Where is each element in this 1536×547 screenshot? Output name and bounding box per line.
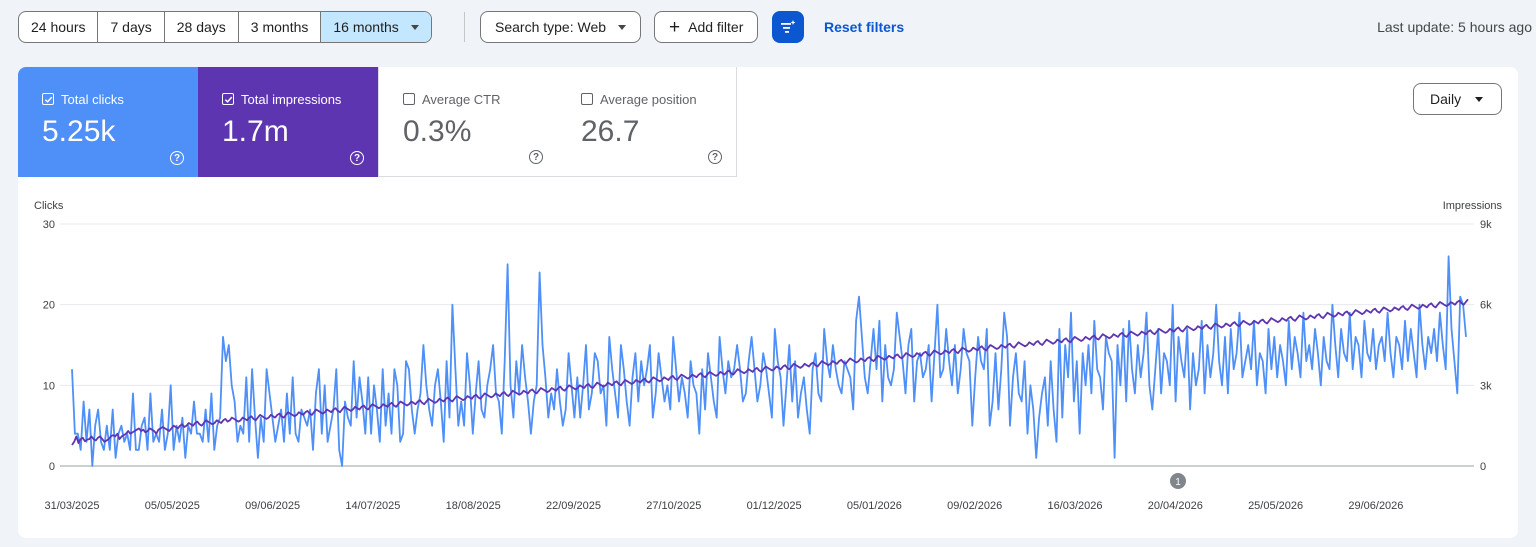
- metric-value: 1.7m: [222, 115, 289, 148]
- x-tick-label: 18/08/2025: [446, 500, 501, 512]
- metric-value: 26.7: [581, 115, 640, 148]
- x-tick-label: 05/01/2026: [847, 500, 902, 512]
- metric-label-row: Total clicks: [42, 91, 198, 107]
- metric-label: Average CTR: [422, 91, 501, 107]
- x-tick-label: 09/02/2026: [947, 500, 1002, 512]
- left-tick-label: 20: [43, 300, 55, 312]
- chevron-down-icon: [410, 24, 419, 30]
- left-axis-title: Clicks: [34, 200, 64, 212]
- left-tick-label: 10: [43, 380, 55, 392]
- range-16-months[interactable]: 16 months: [321, 12, 431, 42]
- right-tick-label: 6k: [1480, 300, 1492, 312]
- x-tick-label: 25/05/2026: [1248, 500, 1303, 512]
- clicks-series-line: [71, 255, 1467, 467]
- add-filter-label: Add filter: [688, 19, 744, 35]
- x-tick-label: 01/12/2025: [747, 500, 802, 512]
- chevron-down-icon: [1475, 96, 1484, 102]
- metric-average-position[interactable]: Average position 26.7 ?: [557, 67, 737, 177]
- filter-sparkle-icon: [781, 20, 796, 33]
- chevron-down-icon: [618, 24, 627, 30]
- reset-filters-link[interactable]: Reset filters: [824, 19, 905, 35]
- metric-total-clicks[interactable]: Total clicks 5.25k ?: [18, 67, 198, 177]
- performance-card: Total clicks 5.25k ? Total impressions 1…: [18, 67, 1518, 538]
- performance-chart: 30 9k 20 6k 10 3k 0 0 31/03/2025 05/05/2025 09/06/…: [43, 219, 1492, 512]
- divider: [464, 12, 465, 42]
- add-filter-button[interactable]: + Add filter: [654, 11, 759, 43]
- metric-value: 0.3%: [403, 115, 472, 148]
- x-tick-label: 05/05/2025: [145, 500, 200, 512]
- range-24-hours[interactable]: 24 hours: [19, 12, 99, 42]
- x-tick-label: 29/06/2026: [1348, 500, 1403, 512]
- checkbox-unchecked-icon[interactable]: [403, 93, 415, 105]
- checkbox-checked-icon[interactable]: [222, 93, 234, 105]
- help-icon[interactable]: ?: [529, 150, 543, 164]
- x-tick-label: 14/07/2025: [345, 500, 400, 512]
- x-tick-label: 20/04/2026: [1148, 500, 1203, 512]
- search-type-label: Search type: Web: [495, 19, 607, 35]
- metric-label-row: Average position: [581, 91, 736, 107]
- annotation-marker-icon: [1170, 473, 1186, 489]
- filter-options-button[interactable]: [772, 11, 804, 43]
- metric-label: Total clicks: [61, 91, 124, 107]
- right-tick-label: 9k: [1480, 219, 1492, 231]
- last-update-text: Last update: 5 hours ago: [1377, 19, 1532, 35]
- help-icon[interactable]: ?: [708, 150, 722, 164]
- range-16-months-label: 16 months: [333, 19, 399, 35]
- x-tick-label: 31/03/2025: [44, 500, 99, 512]
- range-28-days[interactable]: 28 days: [165, 12, 239, 42]
- metric-label: Average position: [600, 91, 697, 107]
- x-tick-label: 09/06/2025: [245, 500, 300, 512]
- range-3-months[interactable]: 3 months: [239, 12, 322, 42]
- granularity-label: Daily: [1430, 91, 1462, 107]
- right-tick-label: 3k: [1480, 380, 1492, 392]
- checkbox-checked-icon[interactable]: [42, 93, 54, 105]
- date-range-selector: 24 hours 7 days 28 days 3 months 16 mont…: [18, 11, 432, 43]
- help-icon[interactable]: ?: [350, 151, 364, 165]
- search-type-dropdown[interactable]: Search type: Web: [480, 11, 642, 43]
- right-axis-title: Impressions: [1442, 200, 1502, 212]
- impressions-series-line: [71, 298, 1469, 446]
- range-7-days[interactable]: 7 days: [98, 12, 165, 42]
- help-icon[interactable]: ?: [170, 151, 184, 165]
- granularity-dropdown[interactable]: Daily: [1413, 83, 1502, 115]
- right-tick-label: 0: [1480, 461, 1486, 473]
- metric-label-row: Total impressions: [222, 91, 378, 107]
- annotation-label: 1: [1175, 477, 1181, 488]
- metric-value: 5.25k: [42, 115, 116, 148]
- left-tick-label: 30: [43, 219, 55, 231]
- metric-label-row: Average CTR: [403, 91, 557, 107]
- plus-icon: +: [669, 16, 681, 38]
- toolbar: 24 hours 7 days 28 days 3 months 16 mont…: [0, 0, 1536, 54]
- metric-total-impressions[interactable]: Total impressions 1.7m ?: [198, 67, 378, 177]
- x-tick-label: 22/09/2025: [546, 500, 601, 512]
- metric-label: Total impressions: [241, 91, 342, 107]
- metric-average-ctr[interactable]: Average CTR 0.3% ?: [378, 67, 558, 177]
- x-tick-label: 27/10/2025: [646, 500, 701, 512]
- left-tick-label: 0: [49, 461, 55, 473]
- x-tick-label: 16/03/2026: [1047, 500, 1102, 512]
- checkbox-unchecked-icon[interactable]: [581, 93, 593, 105]
